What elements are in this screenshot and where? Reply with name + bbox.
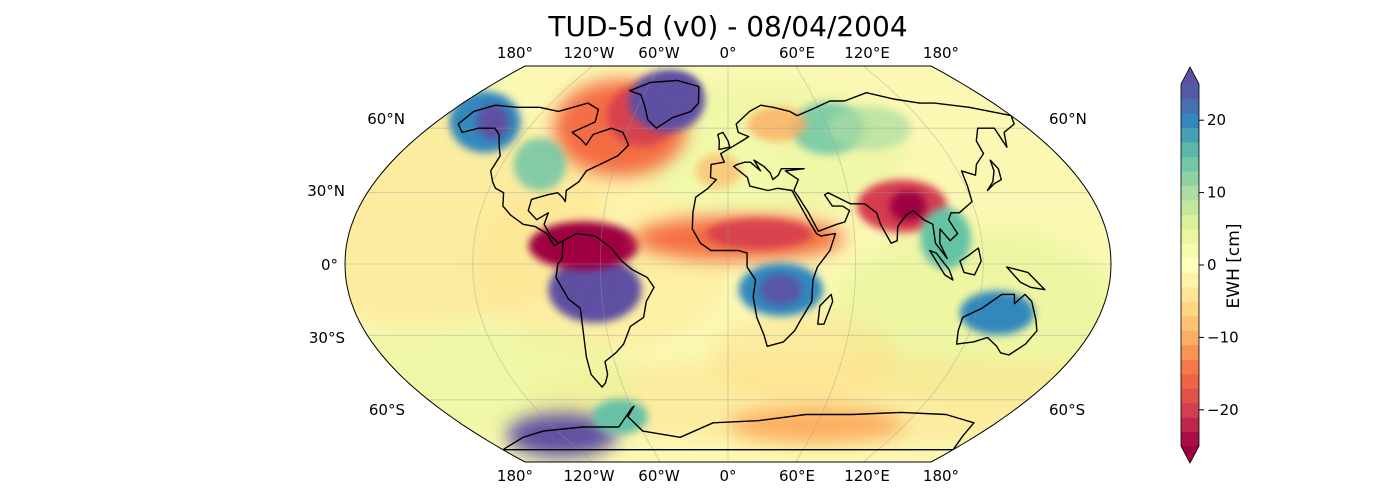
colorbar-band <box>1181 170 1199 186</box>
lat-tick-left-1: 30°N <box>307 182 345 200</box>
coastline-madagascar <box>817 293 834 325</box>
lon-tick-bottom-5: 120°E <box>844 467 890 485</box>
colorbar-band <box>1181 373 1199 389</box>
colorbar-band <box>1181 228 1199 244</box>
colorbar-band <box>1181 417 1199 433</box>
colorbar-label: EWH [cm] <box>1224 223 1244 309</box>
coastline-japan <box>986 159 1002 192</box>
lon-tick-bottom-6: 180° <box>923 467 959 485</box>
anomaly-blob-27 <box>592 399 648 435</box>
colorbar-band <box>1181 330 1199 346</box>
colorbar-band <box>1181 344 1199 360</box>
colorbar-band <box>1181 301 1199 317</box>
colorbar-tick-label-3: −10 <box>1207 328 1239 346</box>
lat-tick-left-3: 30°S <box>309 329 345 347</box>
anomaly-blob-17 <box>545 230 606 261</box>
colorbar-band <box>1181 257 1199 273</box>
anomaly-blob-29 <box>513 138 567 191</box>
lon-tick-top-5: 120°E <box>844 44 890 62</box>
coastline-greenland <box>629 79 700 129</box>
coastline-antarctica <box>502 405 975 451</box>
lat-ticks-left: 60°N 30°N 0° 30°S 60°S <box>307 110 405 419</box>
anomaly-blob-24 <box>920 207 971 270</box>
anomaly-blob-13 <box>651 73 701 109</box>
colorbar-tick-label-1: 10 <box>1207 184 1226 202</box>
colorbar-tick-label-4: −20 <box>1207 401 1239 419</box>
colorbar-band <box>1181 185 1199 201</box>
anomaly-blob-11 <box>476 104 510 140</box>
colorbar-extend-min <box>1181 446 1199 463</box>
anomaly-blob-15 <box>576 269 627 310</box>
colorbar-band <box>1181 112 1199 129</box>
coastline-africa-eurasia <box>691 92 1015 347</box>
lon-tick-bottom-2: 60°W <box>638 467 680 485</box>
lon-tick-top-3: 0° <box>719 44 736 62</box>
anomaly-blob-26 <box>506 413 618 458</box>
meridian-120 <box>863 66 984 462</box>
coastline-north-america <box>457 102 630 247</box>
anomaly-blob-19 <box>706 218 813 250</box>
lon-tick-top-1: 120°W <box>564 44 615 62</box>
graticule <box>345 66 1111 462</box>
coastline-sumatra <box>929 249 954 281</box>
meridian--60 <box>599 66 661 462</box>
coastline-uk <box>717 131 731 151</box>
lon-tick-bottom-1: 120°W <box>564 467 615 485</box>
meridian-60 <box>795 66 857 462</box>
lon-tick-top-4: 60°E <box>779 44 815 62</box>
lat-tick-right-0: 60°N <box>1049 110 1087 128</box>
lon-tick-bottom-3: 0° <box>719 467 736 485</box>
anomaly-blob-32 <box>827 106 912 151</box>
coastline-new-guinea <box>1006 266 1046 291</box>
lon-tick-bottom-0: 180° <box>497 467 533 485</box>
colorbar-band <box>1181 214 1199 230</box>
meridian--120 <box>472 66 593 462</box>
colorbar-band <box>1181 243 1199 259</box>
coastlines <box>457 79 1046 451</box>
colorbar-tick-label-0: 20 <box>1207 111 1226 129</box>
colorbar-extend-max <box>1181 67 1199 84</box>
colorbar-band <box>1181 315 1199 331</box>
lat-tick-left-4: 60°S <box>369 401 405 419</box>
map-title: TUD-5d (v0) - 08/04/2004 <box>548 10 908 43</box>
lat-tick-left-0: 60°N <box>367 110 405 128</box>
colorbar: 20 10 0 −10 −20 <box>1180 66 1239 464</box>
lon-tick-top-2: 60°W <box>638 44 680 62</box>
colorbar-band <box>1181 431 1199 447</box>
lat-tick-left-2: 0° <box>321 256 338 274</box>
lon-ticks-bottom: 180° 120°W 60°W 0° 60°E 120°E 180° <box>497 467 959 485</box>
colorbar-band <box>1181 156 1199 172</box>
colorbar-band <box>1181 199 1199 215</box>
colorbar-band <box>1181 141 1199 157</box>
colorbar-outline <box>1180 66 1200 464</box>
colorbar-band <box>1181 84 1199 100</box>
colorbar-tick-label-2: 0 <box>1207 256 1217 274</box>
colorbar-band <box>1181 98 1199 114</box>
colorbar-band <box>1181 402 1199 418</box>
anomaly-blob-7 <box>708 313 901 402</box>
globe-outline <box>344 65 1112 463</box>
coastline-borneo <box>959 247 982 276</box>
coastline-south-america <box>555 232 655 388</box>
lon-tick-bottom-4: 60°E <box>779 467 815 485</box>
lon-tick-top-6: 180° <box>923 44 959 62</box>
coastline-australia <box>955 293 1038 356</box>
colorbar-band <box>1181 359 1199 375</box>
colorbar-band <box>1181 286 1199 302</box>
colorbar-band <box>1181 388 1199 404</box>
anomaly-blob-33 <box>695 153 742 189</box>
anomaly-blob-21 <box>759 274 802 306</box>
anomaly-blob-28 <box>728 407 905 443</box>
colorbar-band <box>1181 127 1199 143</box>
lat-tick-right-1: 60°S <box>1049 401 1085 419</box>
lat-ticks-right: 60°N 60°S <box>1049 110 1087 419</box>
anomaly-blob-31 <box>747 106 807 142</box>
lon-tick-top-0: 180° <box>497 44 533 62</box>
colorbar-band <box>1181 272 1199 288</box>
lon-ticks-top: 180° 120°W 60°W 0° 60°E 120°E 180° <box>497 44 959 62</box>
